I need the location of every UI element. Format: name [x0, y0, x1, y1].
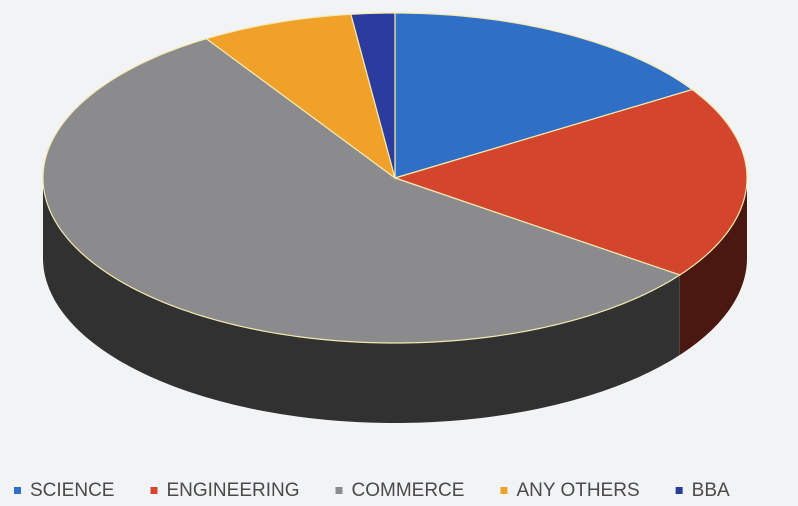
- slice: [205, 13, 397, 180]
- legend-label: BBA: [692, 480, 730, 501]
- legend-label: ANY OTHERS: [516, 480, 639, 501]
- slice-side: [43, 178, 680, 423]
- slice: [393, 88, 748, 276]
- legend-swatch: [675, 487, 683, 494]
- slice: [394, 12, 694, 179]
- legend-label: SCIENCE: [30, 480, 114, 501]
- legend-swatch: [500, 487, 508, 494]
- legend-swatch: [335, 487, 343, 494]
- slice: [42, 38, 682, 344]
- slice-side: [679, 178, 747, 355]
- legend-label: ENGINEERING: [166, 480, 299, 501]
- slice: [350, 12, 396, 179]
- legend-swatch: [150, 487, 158, 494]
- legend-label: COMMERCE: [352, 480, 465, 501]
- legend-swatch: [14, 487, 21, 494]
